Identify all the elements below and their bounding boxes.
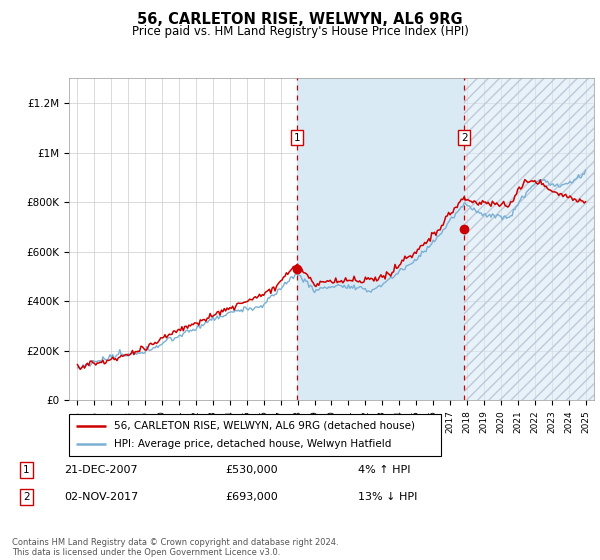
Text: £693,000: £693,000 bbox=[225, 492, 278, 502]
Text: 56, CARLETON RISE, WELWYN, AL6 9RG (detached house): 56, CARLETON RISE, WELWYN, AL6 9RG (deta… bbox=[113, 421, 415, 431]
Text: HPI: Average price, detached house, Welwyn Hatfield: HPI: Average price, detached house, Welw… bbox=[113, 440, 391, 450]
Text: 02-NOV-2017: 02-NOV-2017 bbox=[64, 492, 138, 502]
FancyBboxPatch shape bbox=[69, 414, 441, 456]
Bar bbox=[464, 78, 594, 400]
Bar bbox=[464, 78, 594, 400]
Text: 1: 1 bbox=[294, 133, 301, 143]
Text: £530,000: £530,000 bbox=[225, 465, 278, 474]
Text: Price paid vs. HM Land Registry's House Price Index (HPI): Price paid vs. HM Land Registry's House … bbox=[131, 25, 469, 38]
Bar bbox=[297, 78, 464, 400]
Text: 13% ↓ HPI: 13% ↓ HPI bbox=[358, 492, 417, 502]
Text: 2: 2 bbox=[23, 492, 30, 502]
Text: 21-DEC-2007: 21-DEC-2007 bbox=[64, 465, 137, 474]
Text: 2: 2 bbox=[461, 133, 467, 143]
Text: 4% ↑ HPI: 4% ↑ HPI bbox=[358, 465, 410, 474]
Text: 1: 1 bbox=[23, 465, 30, 474]
Text: Contains HM Land Registry data © Crown copyright and database right 2024.
This d: Contains HM Land Registry data © Crown c… bbox=[12, 538, 338, 557]
Text: 56, CARLETON RISE, WELWYN, AL6 9RG: 56, CARLETON RISE, WELWYN, AL6 9RG bbox=[137, 12, 463, 27]
